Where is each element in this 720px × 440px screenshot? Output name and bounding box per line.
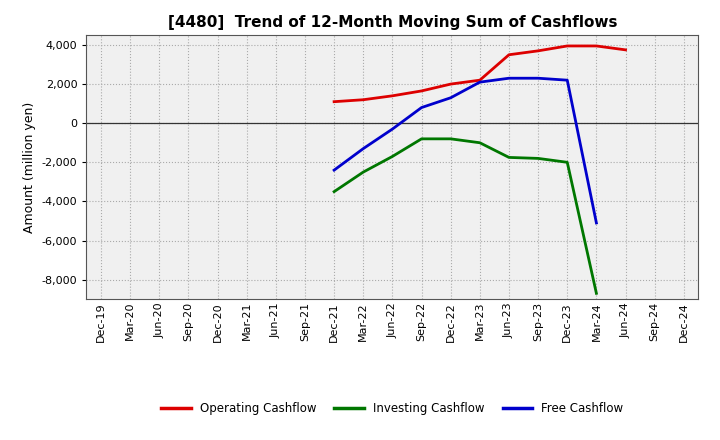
Title: [4480]  Trend of 12-Month Moving Sum of Cashflows: [4480] Trend of 12-Month Moving Sum of C… bbox=[168, 15, 617, 30]
Y-axis label: Amount (million yen): Amount (million yen) bbox=[23, 102, 36, 233]
Legend: Operating Cashflow, Investing Cashflow, Free Cashflow: Operating Cashflow, Investing Cashflow, … bbox=[156, 398, 629, 420]
